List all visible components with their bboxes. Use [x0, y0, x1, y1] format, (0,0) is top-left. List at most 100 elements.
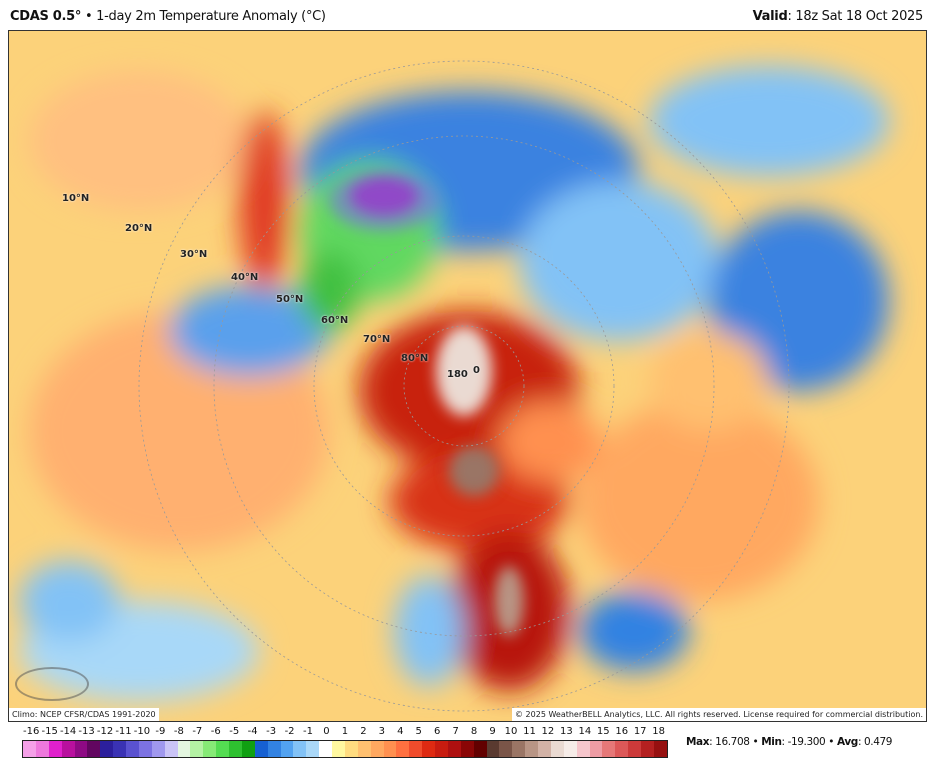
colorbar-tick: 0 — [323, 726, 330, 737]
colorbar-swatch — [499, 741, 513, 757]
colorbar-boxes — [22, 740, 668, 758]
china-green — [299, 251, 359, 331]
colorbar-swatch — [164, 741, 178, 757]
europe-blue — [519, 181, 719, 341]
us-brown — [494, 566, 524, 636]
us-west-blue — [394, 576, 464, 686]
colorbar-swatch — [254, 741, 268, 757]
colorbar-swatch — [486, 741, 500, 757]
colorbar-swatch — [525, 741, 538, 757]
valid-time: Valid: 18z Sat 18 Oct 2025 — [753, 9, 924, 24]
max-value: : 16.708 — [709, 736, 750, 748]
colorbar-swatch — [460, 741, 474, 757]
pacific-blue — [169, 286, 329, 376]
colorbar-swatch — [306, 741, 320, 757]
colorbar-tick: 11 — [523, 726, 536, 737]
colorbar-tick: -3 — [266, 726, 277, 737]
colorbar-swatch — [357, 741, 371, 757]
colorbar-swatch — [447, 741, 461, 757]
colorbar-tick: 1 — [341, 726, 349, 737]
colorbar-swatch — [602, 741, 616, 757]
colorbar-swatch — [293, 741, 307, 757]
min-value: : -19.300 — [781, 736, 826, 748]
colorbar-swatch — [267, 741, 281, 757]
colorbar-swatch — [435, 741, 448, 757]
colorbar-swatch — [151, 741, 165, 757]
colorbar-swatch — [615, 741, 629, 757]
anomaly-map: 10°N 20°N 30°N 40°N 50°N 60°N 70°N 80°N … — [8, 30, 927, 722]
colorbar-swatch — [383, 741, 397, 757]
lon-label: 180 — [447, 369, 468, 380]
colorbar-tick: 14 — [578, 726, 592, 737]
colorbar-swatch — [576, 741, 590, 757]
colorbar-ticks: -16 -15 -14 -13 -12 -11 -10 -9 -8 -7 -6 -5 -4 -3 -2 -1 0… — [22, 726, 668, 740]
arctic-white — [436, 326, 492, 416]
colorbar-tick: 8 — [470, 726, 478, 737]
colorbar-swatch — [61, 741, 75, 757]
lon-label: 0 — [473, 365, 480, 376]
avg-value: : 0.479 — [857, 736, 893, 748]
colorbar-swatch — [280, 741, 294, 757]
colorbar-swatch — [589, 741, 603, 757]
colorbar-tick: -16 — [23, 726, 40, 737]
colorbar-tick: -11 — [115, 726, 132, 737]
colorbar-swatch — [229, 741, 242, 757]
colorbar-swatch — [190, 741, 204, 757]
product-name: 1-day 2m Temperature Anomaly (°C) — [96, 9, 326, 24]
colorbar-tick: 12 — [541, 726, 555, 737]
lat-label: 20°N — [125, 223, 153, 234]
separator: • — [825, 736, 838, 748]
colorbar-tick: 7 — [452, 726, 459, 737]
colorbar-swatch — [422, 741, 435, 757]
hudson-brown — [449, 446, 499, 496]
africa-blue — [709, 211, 889, 391]
colorbar-swatch — [409, 741, 423, 757]
colorbar-tick: 4 — [397, 726, 404, 737]
colorbar-swatch — [100, 741, 114, 757]
colorbar-tick: 5 — [415, 726, 422, 737]
japan-red — [239, 111, 289, 291]
lat-label: 10°N — [62, 193, 90, 204]
colorbar-tick: -8 — [173, 726, 184, 737]
model-name: CDAS 0.5 — [10, 9, 75, 24]
colorbar-swatch — [550, 741, 564, 757]
map-title: CDAS 0.5° • 1-day 2m Temperature Anomaly… — [10, 9, 326, 24]
max-label: Max — [686, 736, 710, 748]
greenland-orange — [499, 401, 599, 481]
colorbar-swatch — [641, 741, 654, 757]
lat-label: 50°N — [276, 294, 304, 305]
colorbar-swatch — [512, 741, 526, 757]
nw-pacific-warm — [29, 71, 249, 211]
colorbar-tick: -9 — [155, 726, 166, 737]
colorbar-tick: -15 — [41, 726, 58, 737]
colorbar-swatch — [87, 741, 101, 757]
colorbar-tick: -10 — [133, 726, 151, 737]
climo-note: Climo: NCEP CFSR/CDAS 1991-2020 — [9, 708, 159, 721]
colorbar-swatch — [563, 741, 577, 757]
colorbar-swatch — [628, 741, 641, 757]
copyright-note: © 2025 WeatherBELL Analytics, LLC. All r… — [512, 708, 926, 721]
colorbar-swatch — [332, 741, 345, 757]
colorbar-tick: 16 — [615, 726, 629, 737]
avg-label: Avg — [837, 736, 858, 748]
colorbar-tick: -5 — [229, 726, 240, 737]
colorbar-tick: -14 — [59, 726, 77, 737]
colorbar-swatch — [23, 741, 36, 757]
colorbar-tick: -2 — [284, 726, 295, 737]
colorbar-swatch — [216, 741, 229, 757]
colorbar-swatch — [113, 741, 126, 757]
colorbar-swatch — [203, 741, 217, 757]
purple-ring — [329, 171, 439, 231]
separator: • — [81, 9, 97, 24]
colorbar-tick: -12 — [96, 726, 114, 737]
colorbar-tick: -4 — [247, 726, 258, 737]
colorbar-tick: 18 — [652, 726, 665, 737]
separator: • — [749, 736, 762, 748]
colorbar-tick: 17 — [633, 726, 647, 737]
valid-value: : 18z Sat 18 Oct 2025 — [787, 9, 923, 24]
colorbar-tick: -7 — [192, 726, 203, 737]
colorbar-tick: 2 — [360, 726, 367, 737]
atlantic-warm — [579, 401, 819, 601]
atlantic-blue — [579, 591, 689, 671]
colorbar-tick: 3 — [378, 726, 386, 737]
